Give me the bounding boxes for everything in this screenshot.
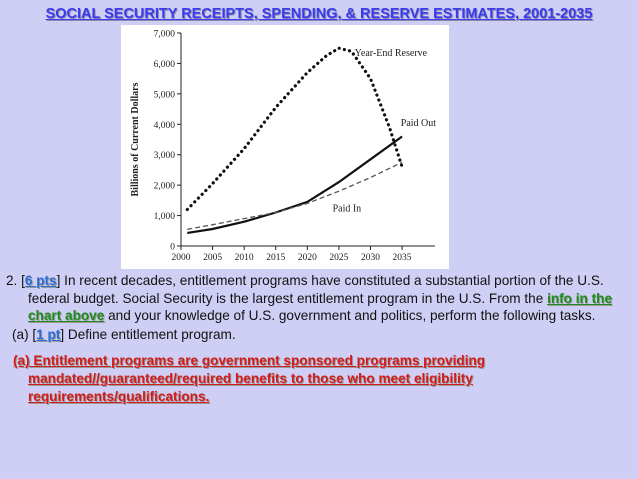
series-line-paid-out — [187, 135, 403, 234]
x-tick-label: 2030 — [361, 253, 380, 263]
series-label: Paid Out — [401, 118, 437, 129]
subquestion-a: (a) [1 pt] Define entitlement program. — [6, 326, 632, 344]
subquestion-text: ] Define entitlement program. — [60, 326, 236, 342]
series-label: Year-End Reserve — [355, 48, 428, 59]
question-block: 2. [6 pts] In recent decades, entitlemen… — [6, 272, 632, 405]
y-tick-label: 1,000 — [154, 212, 176, 222]
x-tick-label: 2015 — [266, 253, 285, 263]
y-tick-label: 3,000 — [154, 151, 176, 161]
series-line-year-end-reserve — [185, 46, 404, 212]
y-tick-label: 5,000 — [154, 90, 176, 100]
slide-title: SOCIAL SECURITY RECEIPTS, SPENDING, & RE… — [45, 6, 593, 22]
series-label: Paid In — [333, 203, 362, 214]
series-line-paid-in — [187, 161, 403, 230]
x-tick-label: 2010 — [235, 253, 254, 263]
x-tick-label: 2005 — [203, 253, 222, 263]
y-tick-label: 4,000 — [154, 121, 176, 131]
x-tick-label: 2020 — [298, 253, 317, 263]
question-text-part1: ] In recent decades, entitlement program… — [28, 273, 604, 306]
y-tick-label: 0 — [170, 243, 175, 253]
answer-text: (a) Entitlement programs are government … — [13, 353, 486, 404]
question-number: 2. [ — [6, 273, 25, 288]
y-tick-label: 7,000 — [154, 30, 176, 40]
x-tick-label: 2025 — [329, 253, 348, 263]
subquestion-prefix: (a) [ — [12, 326, 37, 342]
y-tick-label: 6,000 — [154, 60, 176, 70]
x-tick-label: 2000 — [172, 253, 191, 263]
y-tick-label: 2,000 — [154, 182, 176, 192]
subquestion-points: 1 pt — [36, 326, 61, 342]
line-chart: 0 1,000 2,000 3,000 4,000 5,000 6,000 7,000 2000… — [130, 30, 437, 264]
chart-panel: 0 1,000 2,000 3,000 4,000 5,000 6,000 7,000 2000… — [121, 25, 449, 269]
question-highlight: info in the chart above — [28, 290, 613, 324]
y-axis-label: Billions of Current Dollars — [130, 82, 141, 196]
x-tick-label: 2035 — [393, 253, 412, 263]
question-text-part2: and your knowledge of U.S. government an… — [104, 308, 596, 324]
question-paragraph: 2. [6 pts] In recent decades, entitlemen… — [6, 272, 632, 325]
question-points: 6 pts — [24, 273, 57, 288]
